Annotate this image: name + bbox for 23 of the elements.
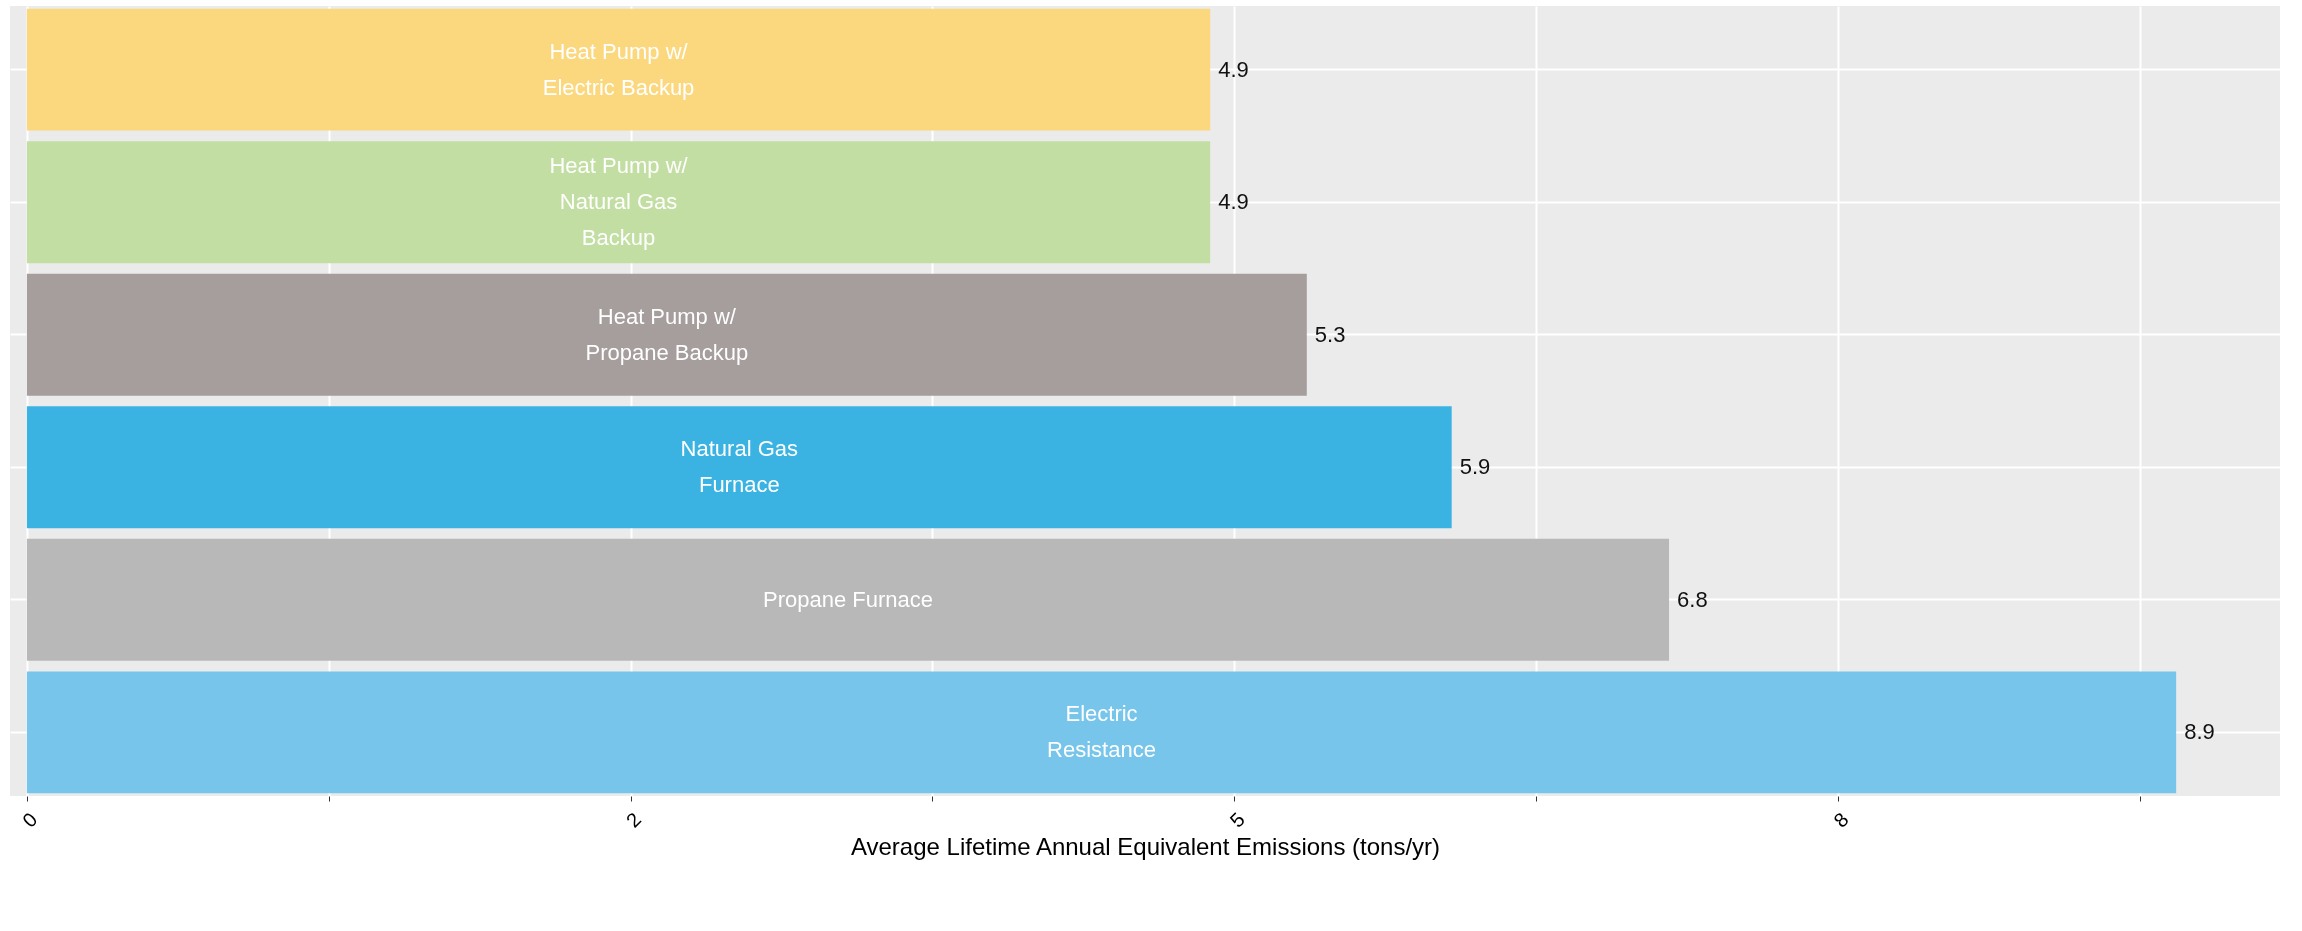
y-tick-label: Electric Resistance [1047,701,1156,763]
data-label: 5.3 [1314,321,1346,347]
bar [26,273,1307,396]
y-tick-label: Heat Pump w/ Propane Backup [585,303,749,365]
data-label: 4.9 [1218,189,1249,215]
bar [26,406,1452,529]
y-tick-label: Heat Pump w/ Electric Backup [542,38,695,100]
x-tick-label: 2 [621,808,646,832]
data-label: 6.8 [1677,586,1708,612]
y-tick-label: Heat Pump w/ Natural Gas Backup [549,153,689,251]
bar [26,538,1670,661]
bar [26,671,2177,794]
x-tick-label: 0 [18,808,42,832]
x-tick-label: 5 [1225,808,1249,832]
data-label: 5.9 [1459,454,1491,480]
bar [26,8,1211,131]
x-axis-title: Average Lifetime Annual Equivalent Emissions (tons/yr) [850,832,1441,860]
y-tick-label: Natural Gas Furnace [680,436,798,498]
data-label: 8.9 [2184,719,2215,745]
data-label: 4.9 [1218,56,1249,82]
y-tick-label: Propane Furnace [762,586,933,612]
x-tick-label: 8 [1829,808,1853,832]
bar [26,141,1211,264]
